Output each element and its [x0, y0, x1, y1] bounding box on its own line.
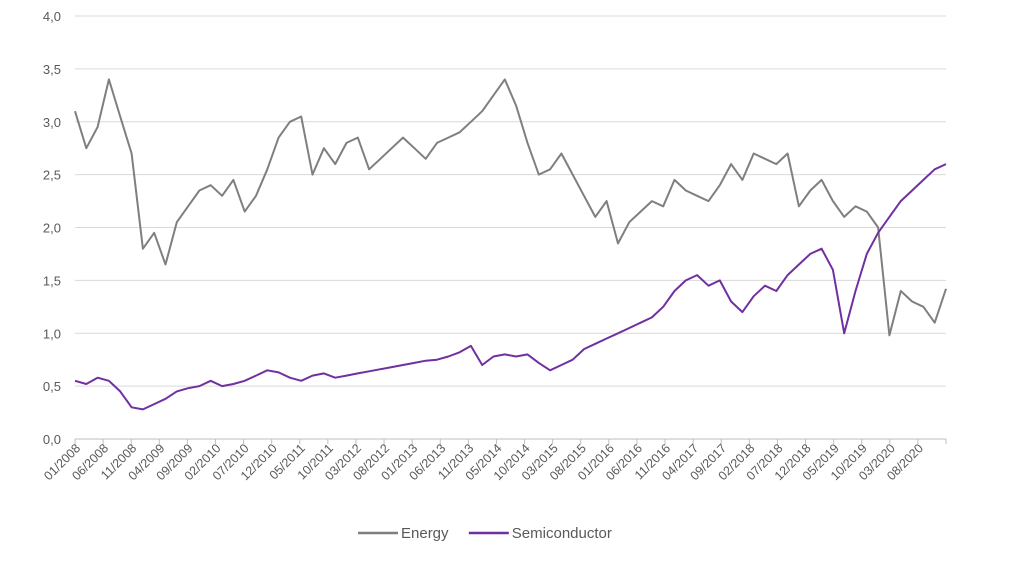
y-tick-label: 1,0: [43, 326, 61, 341]
series-lines: [74, 78, 947, 411]
y-tick-label: 2,0: [43, 221, 61, 236]
series-line-semiconductor: [74, 163, 947, 411]
y-tick-label: 0,0: [43, 432, 61, 447]
x-axis: [74, 438, 947, 444]
x-axis-tick-labels: 01/200806/200811/200804/200909/200902/20…: [41, 441, 926, 483]
y-tick-label: 2,5: [43, 168, 61, 183]
y-tick-label: 3,0: [43, 115, 61, 130]
legend-label-energy: Energy: [401, 525, 449, 542]
legend: Energy Semiconductor: [358, 525, 612, 542]
y-axis-tick-labels: 0,0 0,5 1,0 1,5 2,0 2,5 3,0 3,5 4,0: [43, 9, 61, 447]
series-line-energy: [74, 78, 947, 337]
gridlines: [75, 15, 946, 387]
y-tick-label: 3,5: [43, 62, 61, 77]
y-tick-label: 4,0: [43, 9, 61, 24]
legend-label-semiconductor: Semiconductor: [512, 525, 612, 542]
y-tick-label: 1,5: [43, 273, 61, 288]
y-tick-label: 0,5: [43, 379, 61, 394]
